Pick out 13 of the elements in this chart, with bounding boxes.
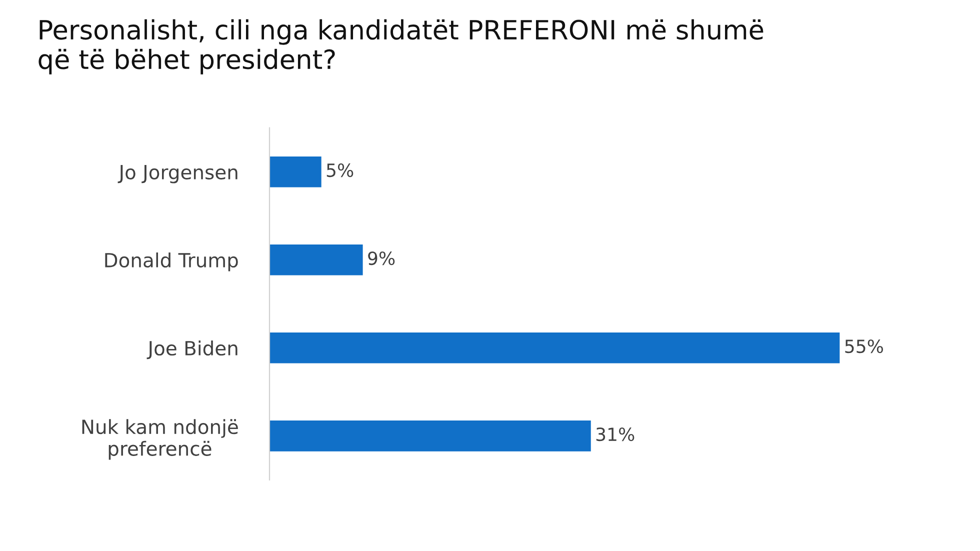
bar [270, 420, 591, 452]
y-tick-label: Nuk kam ndonjë preferencë [82, 419, 238, 460]
data-label: 9% [368, 251, 395, 266]
data-label: 55% [845, 339, 883, 354]
data-label: 31% [596, 427, 634, 442]
y-tick-label: Donald Trump [105, 252, 238, 272]
bar [270, 156, 322, 188]
chart-title: Personalisht, cili nga kandidatët PREFERONI më shumë që të bëhet president? [38, 19, 764, 74]
y-tick-label: Joe Biden [146, 340, 238, 360]
y-tick-label: Jo Jorgensen [118, 165, 238, 184]
bar [270, 244, 363, 276]
data-label: 5% [326, 163, 354, 178]
bar [270, 332, 840, 364]
